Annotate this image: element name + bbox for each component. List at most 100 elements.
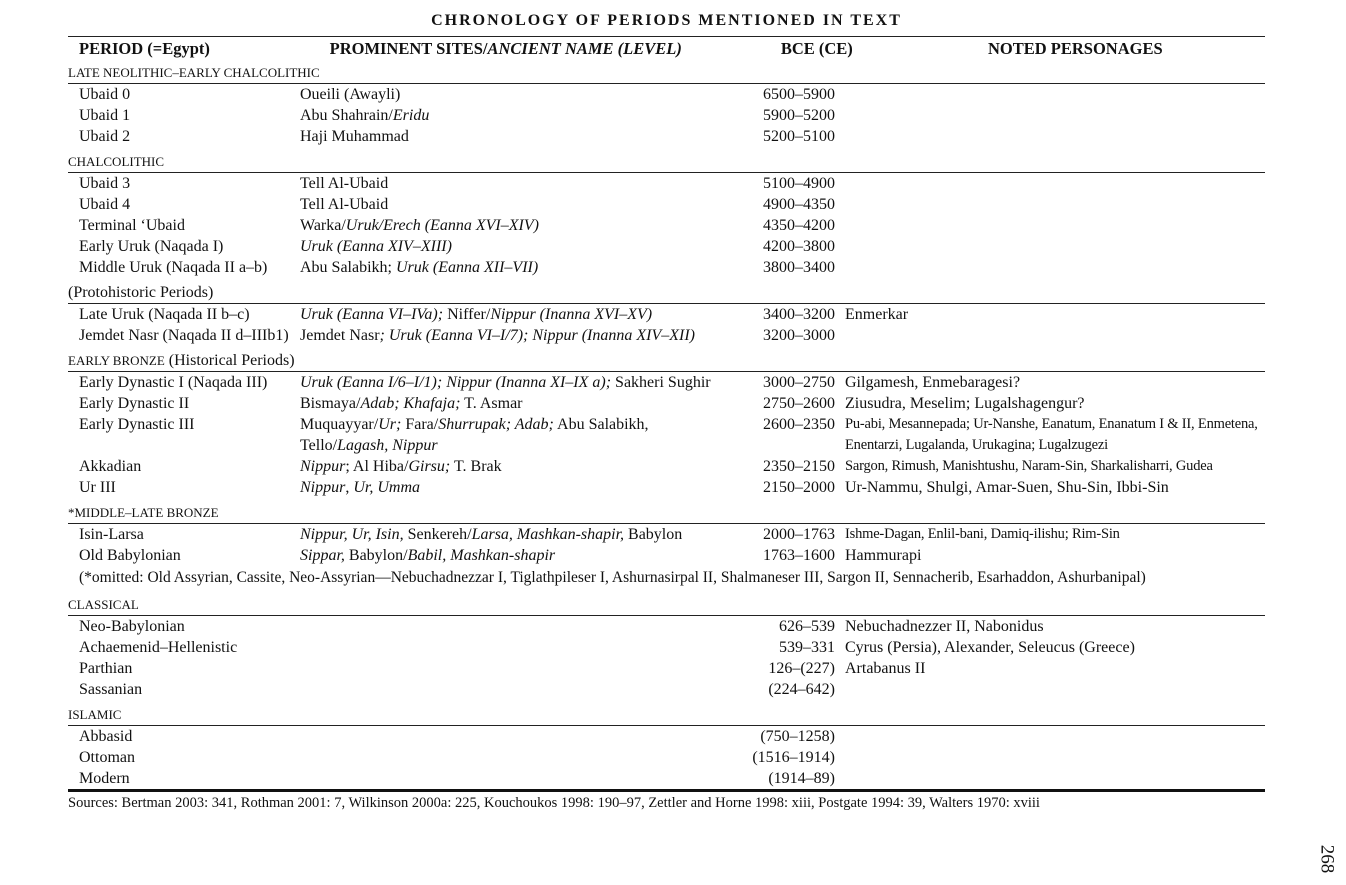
date-cell: 3400–3200 xyxy=(763,306,835,323)
date-cell: 539–331 xyxy=(779,639,835,656)
date-cell: 6500–5900 xyxy=(763,86,835,103)
ancient-name: Uruk (Eanna VI–IVa); xyxy=(300,306,444,323)
ancient-name: Ur; xyxy=(378,416,402,433)
period-cell: Neo-Babylonian xyxy=(79,618,185,635)
sites-cell: Nippur, Ur, Umma xyxy=(300,477,740,498)
period-cell: Early Dynastic III xyxy=(79,416,195,433)
date-cell: 2600–2350 xyxy=(763,416,835,433)
date-cell: (750–1258) xyxy=(760,728,835,745)
date-cell: 2000–1763 xyxy=(763,526,835,543)
personages-cell xyxy=(835,679,1265,700)
period-cell: Early Dynastic II xyxy=(79,395,190,412)
header-personages: NOTED PERSONAGES xyxy=(987,39,1163,58)
ancient-name: Nippur xyxy=(300,458,346,475)
personages-cell xyxy=(835,84,1265,105)
ancient-name: Nippur, Ur, Isin, xyxy=(300,526,404,543)
sites-cell: Tell Al-Ubaid xyxy=(300,173,740,194)
date-cell: 4900–4350 xyxy=(763,196,835,213)
sites-cell: Haji Muhammad xyxy=(300,126,740,147)
ancient-name: Sippar, xyxy=(300,547,345,564)
personages-cell: Ur-Nammu, Shulgi, Amar-Suen, Shu-Sin, Ib… xyxy=(845,479,1169,496)
sites-cell: Tell Al-Ubaid xyxy=(300,194,740,215)
table-row: Abbasid (750–1258) xyxy=(68,726,1265,747)
ancient-name: Shurrupak; Adab; xyxy=(438,416,554,433)
personages-cell: Cyrus (Persia), Alexander, Seleucus (Gre… xyxy=(845,639,1135,656)
date-cell: 1763–1600 xyxy=(763,547,835,564)
table-row: Early Uruk (Naqada I) Uruk (Eanna XIV–XII… xyxy=(68,236,1265,257)
section-heading: CLASSICAL xyxy=(68,594,1265,616)
sites-cell: Jemdet Nasr; Uruk (Eanna VI–I/7); Nippur… xyxy=(300,325,740,346)
period-cell: Terminal ‘Ubaid xyxy=(79,217,185,234)
ancient-name: Adab; Khafaja; xyxy=(360,395,461,412)
site-name: Bismaya/ xyxy=(300,395,361,412)
site-name: T. Asmar xyxy=(460,395,523,412)
ancient-name: Nippur xyxy=(300,479,346,496)
date-cell: 2150–2000 xyxy=(763,479,835,496)
table-row: Neo-Babylonian 626–539 Nebuchadnezzer II, … xyxy=(68,616,1265,637)
table-row: Late Uruk (Naqada II b–c) Uruk (Eanna VI–… xyxy=(68,304,1265,325)
site-name: Warka/ xyxy=(300,217,346,234)
sites-cell: Sippar, Babylon/Babil, Mashkan-shapir xyxy=(300,545,740,566)
personages-cell xyxy=(835,173,1265,194)
personages-cell: Hammurapi xyxy=(845,547,922,564)
sites-cell: Uruk (Eanna I/6–I/1); Nippur (Inanna XI–… xyxy=(300,372,740,393)
site-name: Fara/ xyxy=(401,416,439,433)
site-name: Tell Al-Ubaid xyxy=(300,175,389,192)
site-name: Babylon xyxy=(624,526,683,543)
period-cell: Ur III xyxy=(79,479,116,496)
date-cell: (1516–1914) xyxy=(752,749,835,766)
section-label: LATE NEOLITHIC–EARLY CHALCOLITHIC xyxy=(68,65,320,80)
table-row: Jemdet Nasr (Naqada II d–IIIb1) Jemdet Na… xyxy=(68,325,1265,346)
header-sites-italic: ANCIENT NAME (LEVEL) xyxy=(487,39,682,58)
table-row: Early Dynastic I (Naqada III) Uruk (Eanna… xyxy=(68,372,1265,393)
sites-cell xyxy=(300,616,740,637)
period-cell: Abbasid xyxy=(79,728,133,745)
site-name: Tell Al-Ubaid xyxy=(300,196,389,213)
period-cell: Isin-Larsa xyxy=(79,526,144,543)
period-cell: Achaemenid–Hellenistic xyxy=(79,639,238,656)
personages-cell: Nebuchadnezzer II, Nabonidus xyxy=(845,618,1044,635)
period-cell: Ubaid 4 xyxy=(79,196,131,213)
date-cell: 4200–3800 xyxy=(763,238,835,255)
omitted-note: (*omitted: Old Assyrian, Cassite, Neo-As… xyxy=(79,569,1146,586)
date-cell: 5200–5100 xyxy=(763,128,835,145)
section-label: CHALCOLITHIC xyxy=(68,154,165,169)
section-heading: *MIDDLE–LATE BRONZE xyxy=(68,502,1265,524)
table-row: Modern (1914–89) xyxy=(68,768,1265,789)
page-number: 268 xyxy=(1316,844,1338,874)
personages-cell xyxy=(835,768,1265,789)
sites-cell: Uruk (Eanna VI–IVa); Niffer/Nippur (Inan… xyxy=(300,304,740,325)
section-label: EARLY BRONZE xyxy=(68,353,165,368)
site-name: Senkereh/ xyxy=(403,526,472,543)
date-cell: 2750–2600 xyxy=(763,395,835,412)
period-cell: Ottoman xyxy=(79,749,135,766)
site-name: Haji Muhammad xyxy=(300,128,409,145)
personages-cell: Gilgamesh, Enmebaragesi? xyxy=(845,374,1021,391)
table-row: Early Dynastic III Muquayyar/Ur; Fara/Shu… xyxy=(68,414,1265,456)
sites-cell xyxy=(300,768,740,789)
ancient-name: Girsu; xyxy=(408,458,451,475)
period-cell: Old Babylonian xyxy=(79,547,181,564)
ancient-name: Uruk (Eanna XIV–XIII) xyxy=(300,238,452,255)
sites-cell xyxy=(300,679,740,700)
period-cell: Early Uruk (Naqada I) xyxy=(79,238,224,255)
section-heading: LATE NEOLITHIC–EARLY CHALCOLITHIC xyxy=(68,62,1265,84)
personages-cell xyxy=(835,325,1265,346)
personages-cell: Pu-abi, Mesannepada; Ur-Nanshe, Eanatum,… xyxy=(845,416,1258,453)
site-name: Abu Salabikh, Tello/ xyxy=(300,416,649,454)
section-heading: EARLY BRONZE (Historical Periods) xyxy=(68,350,1265,372)
sites-cell: Abu Salabikh; Uruk (Eanna XII–VII) xyxy=(300,257,740,278)
personages-cell xyxy=(835,126,1265,147)
sites-cell xyxy=(300,726,740,747)
sites-cell: Oueili (Awayli) xyxy=(300,84,740,105)
date-cell: 4350–4200 xyxy=(763,217,835,234)
personages-cell xyxy=(835,194,1265,215)
table-row: Isin-Larsa Nippur, Ur, Isin, Senkereh/Lar… xyxy=(68,524,1265,545)
table-row: Early Dynastic II Bismaya/Adab; Khafaja; … xyxy=(68,393,1265,414)
ancient-name: Uruk (Eanna I/6–I/1); Nippur (Inanna XI–… xyxy=(300,374,612,391)
sites-cell: Uruk (Eanna XIV–XIII) xyxy=(300,236,740,257)
header-bce: BCE (CE) xyxy=(780,39,853,58)
site-name: Sakheri Sughir xyxy=(611,374,711,391)
sites-cell: Bismaya/Adab; Khafaja; T. Asmar xyxy=(300,393,740,414)
site-name: Jemdet Nasr xyxy=(300,327,380,344)
